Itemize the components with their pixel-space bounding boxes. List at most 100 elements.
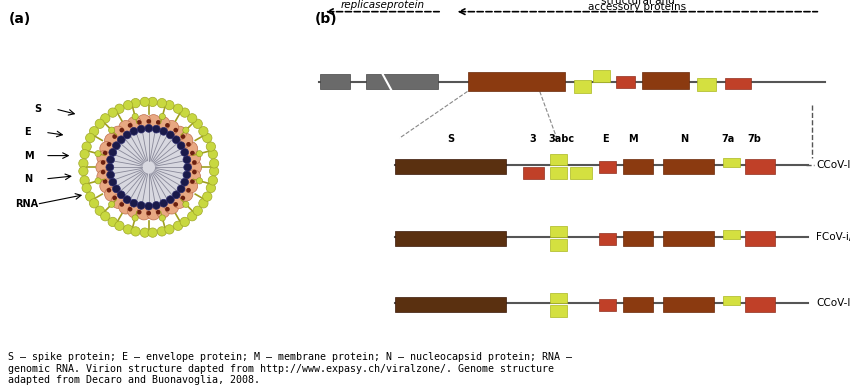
- Ellipse shape: [117, 136, 125, 144]
- Bar: [395, 231, 506, 246]
- Ellipse shape: [108, 217, 117, 226]
- Bar: [550, 226, 567, 237]
- Bar: [697, 78, 716, 91]
- Ellipse shape: [190, 179, 195, 184]
- Ellipse shape: [104, 123, 194, 212]
- Ellipse shape: [131, 98, 140, 108]
- Ellipse shape: [180, 108, 190, 117]
- Ellipse shape: [106, 188, 111, 193]
- Ellipse shape: [128, 123, 133, 128]
- Ellipse shape: [109, 127, 115, 133]
- Ellipse shape: [128, 117, 142, 131]
- Ellipse shape: [144, 202, 153, 210]
- Ellipse shape: [156, 120, 161, 125]
- Bar: [722, 158, 740, 167]
- Ellipse shape: [106, 142, 111, 147]
- Ellipse shape: [173, 202, 178, 207]
- Ellipse shape: [112, 185, 121, 193]
- Ellipse shape: [196, 151, 202, 157]
- Ellipse shape: [82, 142, 91, 151]
- Bar: [599, 161, 616, 173]
- Ellipse shape: [160, 128, 167, 135]
- Ellipse shape: [111, 194, 125, 209]
- Text: CCoV-II: CCoV-II: [816, 298, 850, 308]
- Ellipse shape: [137, 120, 142, 125]
- Ellipse shape: [178, 133, 193, 147]
- Text: 7b: 7b: [748, 134, 762, 144]
- Ellipse shape: [160, 199, 167, 207]
- Ellipse shape: [108, 108, 117, 117]
- Ellipse shape: [165, 123, 170, 128]
- Ellipse shape: [188, 114, 197, 123]
- Ellipse shape: [120, 202, 124, 207]
- Bar: [725, 78, 751, 89]
- Bar: [550, 239, 567, 251]
- Ellipse shape: [120, 128, 124, 133]
- Text: M: M: [24, 151, 33, 161]
- Ellipse shape: [79, 159, 88, 168]
- Ellipse shape: [146, 211, 151, 216]
- Ellipse shape: [112, 134, 117, 139]
- Ellipse shape: [186, 188, 191, 193]
- Ellipse shape: [100, 114, 110, 123]
- Ellipse shape: [128, 204, 142, 218]
- Text: FCoV-i/II: FCoV-i/II: [816, 232, 850, 242]
- Ellipse shape: [106, 163, 114, 171]
- Bar: [550, 305, 567, 317]
- Ellipse shape: [112, 196, 117, 200]
- Text: 3abc: 3abc: [548, 134, 574, 144]
- Ellipse shape: [209, 166, 218, 176]
- Ellipse shape: [89, 126, 99, 136]
- Ellipse shape: [140, 97, 150, 107]
- Ellipse shape: [199, 199, 208, 208]
- Ellipse shape: [96, 160, 110, 174]
- Ellipse shape: [97, 151, 110, 165]
- Ellipse shape: [137, 125, 145, 133]
- Ellipse shape: [107, 156, 115, 163]
- Ellipse shape: [173, 136, 180, 144]
- Bar: [663, 231, 714, 246]
- Ellipse shape: [186, 142, 191, 147]
- Ellipse shape: [167, 131, 174, 139]
- Ellipse shape: [137, 115, 151, 129]
- Ellipse shape: [173, 194, 186, 209]
- Bar: [550, 167, 567, 179]
- Ellipse shape: [188, 212, 197, 221]
- Bar: [550, 154, 567, 165]
- Bar: [523, 167, 544, 179]
- Text: accessory proteins: accessory proteins: [588, 2, 687, 12]
- Ellipse shape: [177, 142, 185, 149]
- Ellipse shape: [199, 126, 208, 136]
- Ellipse shape: [137, 206, 151, 220]
- Ellipse shape: [140, 228, 150, 237]
- Ellipse shape: [131, 227, 140, 236]
- Ellipse shape: [100, 212, 110, 221]
- Ellipse shape: [123, 196, 131, 203]
- Ellipse shape: [132, 215, 139, 221]
- Ellipse shape: [173, 126, 186, 140]
- Ellipse shape: [105, 133, 119, 147]
- Bar: [570, 167, 592, 179]
- Bar: [722, 230, 740, 239]
- Bar: [745, 159, 775, 174]
- Text: 7a: 7a: [722, 134, 735, 144]
- Ellipse shape: [202, 192, 212, 201]
- Ellipse shape: [165, 121, 178, 135]
- Ellipse shape: [167, 196, 174, 203]
- Ellipse shape: [148, 228, 157, 237]
- Ellipse shape: [181, 149, 189, 156]
- Ellipse shape: [156, 117, 170, 131]
- Text: (b): (b): [314, 12, 337, 26]
- Ellipse shape: [130, 128, 138, 135]
- Ellipse shape: [208, 176, 218, 185]
- Ellipse shape: [192, 160, 196, 165]
- Bar: [722, 296, 740, 305]
- Text: S: S: [447, 134, 454, 144]
- Text: replicaseprotein: replicaseprotein: [341, 0, 424, 10]
- Text: N: N: [24, 174, 32, 184]
- Ellipse shape: [159, 215, 166, 221]
- Ellipse shape: [180, 196, 185, 200]
- Ellipse shape: [109, 149, 116, 156]
- Ellipse shape: [193, 206, 202, 216]
- Ellipse shape: [190, 151, 195, 156]
